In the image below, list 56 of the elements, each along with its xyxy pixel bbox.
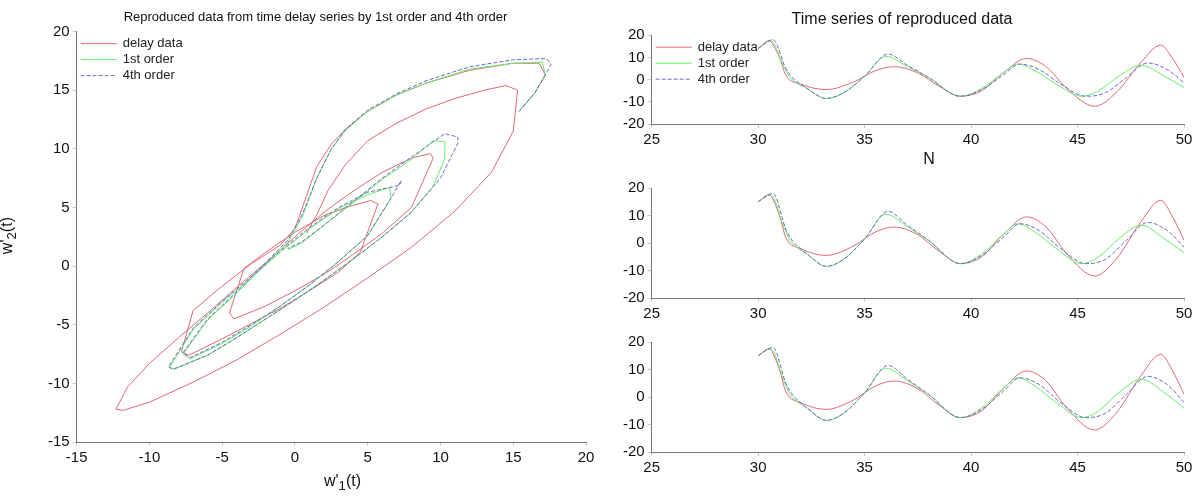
x-tick-label: 35 <box>856 458 873 476</box>
x-tick-label: 15 <box>504 448 522 466</box>
x-tick-label: -10 <box>138 448 161 466</box>
x-tick-label: -5 <box>215 448 229 466</box>
x-tick-label: 30 <box>749 458 767 476</box>
y-tick-label: 0 <box>636 233 645 251</box>
x-tick-label: 40 <box>962 304 980 322</box>
x-tick-label: 35 <box>856 130 873 148</box>
y-tick-label: -15 <box>47 432 70 450</box>
y-tick-label: -10 <box>622 260 645 278</box>
x-tick-label: 0 <box>290 448 300 466</box>
y-tick-label: 0 <box>636 387 645 405</box>
y-tick-label: -10 <box>47 373 70 391</box>
y-tick-label: 20 <box>52 21 70 39</box>
legend-label: 4th order <box>697 70 751 86</box>
y-tick-label: -10 <box>622 91 645 109</box>
y-tick-label: 10 <box>627 205 645 223</box>
x-tick-label: 5 <box>363 448 372 466</box>
x-tick-label: 45 <box>1069 130 1086 148</box>
y-tick-label: 20 <box>627 332 645 350</box>
x-tick-label: 50 <box>1175 458 1193 476</box>
x-tick-label: 45 <box>1069 304 1086 322</box>
x-tick-label: 50 <box>1175 130 1193 148</box>
y-tick-label: 0 <box>636 69 645 87</box>
legend-label: 4th order <box>122 67 176 83</box>
y-tick-label: 10 <box>627 359 645 377</box>
y-tick-label: -20 <box>622 288 645 306</box>
chart-title: Time series of reproduced data <box>791 10 1013 28</box>
y-tick-label: 20 <box>627 178 645 196</box>
x-tick-label: 25 <box>643 304 661 322</box>
x-axis-title: w'$_{1}$(t) <box>322 472 363 494</box>
y-tick-label: 0 <box>61 256 70 274</box>
y-tick-label: -20 <box>622 442 645 460</box>
x-tick-label: 40 <box>962 458 980 476</box>
y-tick-label: -10 <box>622 414 645 432</box>
y-tick-label: 10 <box>627 47 645 65</box>
legend-label: 1st order <box>697 54 750 70</box>
y-tick-label: 15 <box>52 80 70 98</box>
legend-label: 1st order <box>122 51 175 67</box>
x-tick-label: 20 <box>577 448 595 466</box>
x-tick-label: 30 <box>749 130 767 148</box>
x-tick-label: 45 <box>1069 458 1086 476</box>
x-tick-label: 40 <box>962 130 980 148</box>
legend-label: delay data <box>697 38 759 54</box>
y-tick-label: 20 <box>627 25 645 43</box>
y-tick-label: -20 <box>622 114 645 132</box>
x-tick-label: 30 <box>749 304 767 322</box>
x-tick-label: 25 <box>643 130 661 148</box>
x-tick-label: 50 <box>1175 304 1193 322</box>
x-axis-title: N <box>922 150 936 168</box>
y-tick-label: 5 <box>61 197 70 215</box>
legend-label: delay data <box>122 35 184 51</box>
chart-title: Reproduced data from time delay series by 1st order and 4th order <box>123 9 509 25</box>
x-tick-label: 25 <box>643 458 661 476</box>
x-tick-label: 10 <box>432 448 449 466</box>
x-tick-label: 35 <box>856 304 873 322</box>
